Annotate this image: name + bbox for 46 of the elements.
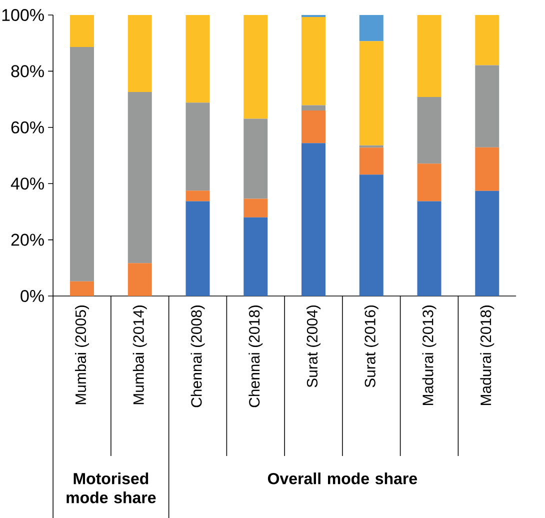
bar — [475, 147, 500, 191]
text: Motorised mode share — [66, 472, 156, 504]
x-tick-label: Madurai (2013) — [422, 305, 436, 406]
x-tick-label: Chennai (2018) — [248, 305, 263, 408]
x-tick-label: Chennai (2008) — [190, 305, 205, 408]
bar — [302, 143, 326, 296]
x-tick-label: Surat (2004) — [306, 305, 320, 388]
y-tick-label: 60% — [11, 121, 44, 134]
x-tick-label: Madurai (2018) — [480, 305, 494, 406]
bar — [475, 65, 500, 148]
bar — [417, 14, 442, 98]
bar — [359, 14, 384, 42]
bar — [70, 281, 94, 296]
bar — [186, 14, 210, 103]
bar — [186, 201, 210, 296]
bar — [302, 16, 326, 106]
bar — [70, 14, 94, 48]
bar — [359, 148, 384, 175]
bar — [128, 92, 152, 264]
x-tick-label: Mumbai (2005) — [75, 305, 89, 404]
bar — [186, 190, 210, 202]
y-tick-label: 80% — [11, 65, 44, 78]
y-tick-label: 40% — [10, 178, 44, 190]
bar — [475, 14, 500, 66]
bar — [359, 41, 384, 146]
bar — [417, 97, 442, 164]
bar — [359, 174, 384, 296]
y-tick-label: 20% — [11, 234, 44, 246]
bar — [244, 198, 268, 218]
bar — [186, 102, 210, 191]
bar — [417, 201, 442, 296]
bar — [475, 190, 500, 296]
bar — [244, 217, 268, 296]
bar — [70, 47, 94, 282]
x-tick-label: Surat (2016) — [364, 305, 378, 388]
y-tick-label: 0% — [20, 290, 44, 302]
bar — [128, 263, 152, 296]
x-tick-label: Mumbai (2014) — [132, 305, 147, 404]
y-tick-label: 100% — [2, 8, 44, 22]
bar — [244, 14, 268, 119]
bar — [417, 164, 442, 202]
bar — [302, 105, 326, 111]
bar — [128, 14, 152, 92]
bar — [244, 118, 268, 199]
text: Overall mode share — [268, 472, 418, 484]
bar — [302, 110, 326, 144]
